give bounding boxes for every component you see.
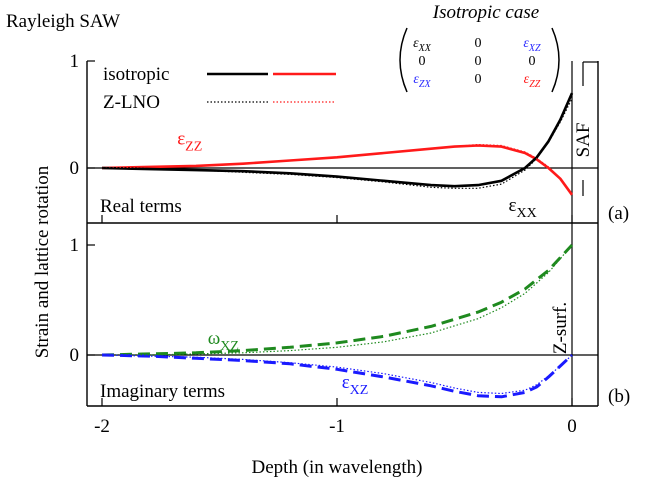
- annotation-0-0: εZZ: [177, 128, 202, 154]
- legend: isotropic Z-LNO: [103, 64, 336, 113]
- y-tick-label-1-0: 0: [70, 345, 80, 366]
- panel-b-text: Imaginary terms: [100, 381, 225, 402]
- matrix-cell-1-2: 0: [529, 54, 536, 69]
- z-surf-label: Z-surf.: [550, 302, 571, 354]
- matrix-right-paren: [551, 27, 560, 93]
- saf-label: SAF: [573, 123, 594, 158]
- panel-a-frame: [86, 61, 599, 224]
- x-tick-label-1: -1: [329, 416, 345, 437]
- x-tick-label-2: 0: [567, 416, 577, 437]
- matrix-cell-1-1: 0: [475, 54, 482, 69]
- saf-bracket: [582, 61, 598, 196]
- matrix-title: Isotropic case: [432, 2, 539, 23]
- legend-label-zlno: Z-LNO: [103, 92, 160, 113]
- matrix-cell-0-1: 0: [475, 36, 482, 51]
- panel-a-label: (a): [608, 203, 629, 224]
- axis-ticks: 0 1 0 1 -2 -1 0: [70, 51, 577, 437]
- matrix-cell-1-0: 0: [419, 54, 426, 69]
- panel-b-frame: [86, 223, 599, 407]
- panel-b-label: (b): [608, 386, 630, 407]
- series-0-2: [101, 143, 573, 195]
- matrix-left-paren: [399, 27, 408, 93]
- matrix-cell-2-2: εZZ: [524, 72, 541, 90]
- series-0-3: [101, 98, 573, 189]
- matrix-cell-0-2: εXZ: [523, 36, 541, 54]
- matrix-cell-0-0: εXX: [413, 36, 432, 54]
- y-tick-label-1-1: 1: [70, 235, 80, 256]
- annotation-0-1: εXX: [509, 195, 537, 221]
- series-0-0: [101, 144, 574, 196]
- series-1-0: [101, 243, 574, 357]
- series-0-1: [101, 92, 574, 188]
- panel-a-text: Real terms: [100, 196, 182, 217]
- x-tick-label-0: -2: [94, 416, 110, 437]
- annotation-1-1: εXZ: [342, 372, 369, 398]
- x-axis-label: Depth (in wavelength): [252, 457, 423, 478]
- matrix-cell-2-1: 0: [475, 72, 482, 87]
- series-1-1: [101, 353, 574, 399]
- y-tick-label-0-0: 0: [70, 158, 80, 179]
- curve-annotations: εZZ εXX ωXZ εXZ: [177, 128, 537, 398]
- figure-title: Rayleigh SAW: [6, 11, 120, 32]
- legend-label-isotropic: isotropic: [103, 64, 170, 85]
- matrix-cell-2-0: εZX: [413, 72, 431, 90]
- data-series: [101, 92, 574, 399]
- annotation-1-0: ωXZ: [208, 328, 239, 354]
- y-tick-label-0-1: 1: [70, 51, 80, 72]
- series-1-2: [102, 244, 573, 356]
- y-axis-label: Strain and lattice rotation: [32, 165, 53, 358]
